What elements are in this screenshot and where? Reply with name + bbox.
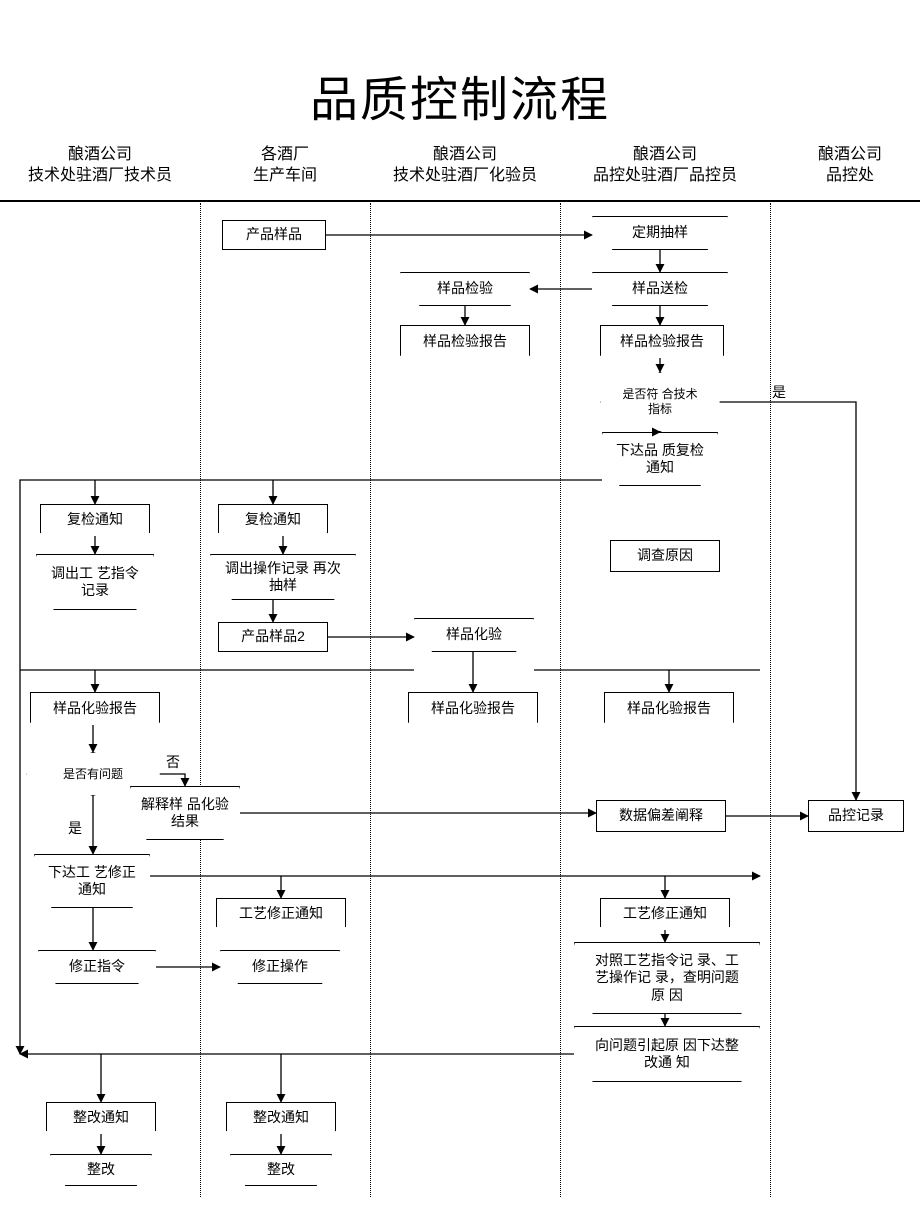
node-n_dec1: 是否符 合技术 指标 <box>600 372 720 432</box>
swimlane-header: 酿酒公司 技术处驻酒厂技术员各酒厂 生产车间酿酒公司 技术处驻酒厂化验员酿酒公司… <box>0 145 920 200</box>
lane-label-lane3: 酿酒公司 技术处驻酒厂化验员 <box>375 145 555 187</box>
node-n_trep1: 样品化验报告 <box>30 692 160 728</box>
node-n_sample2: 产品样品2 <box>218 622 328 652</box>
node-n_fixcmd: 修正指令 <box>38 950 156 984</box>
node-n_explain: 解释样 品化验 结果 <box>130 786 240 840</box>
lane-divider <box>370 203 371 1197</box>
lane-label-lane4: 酿酒公司 品控处驻酒厂品控员 <box>565 145 765 187</box>
lane-label-lane1: 酿酒公司 技术处驻酒厂技术员 <box>10 145 190 187</box>
node-n_trep3: 样品化验报告 <box>408 692 538 728</box>
node-n_compare: 对照工艺指令记 录、工艺操作记 录，查明问题原 因 <box>574 942 760 1014</box>
node-n_periodic: 定期抽样 <box>592 216 728 250</box>
lane-divider <box>560 203 561 1197</box>
edge-label: 否 <box>166 752 180 772</box>
node-n_sample: 产品样品 <box>222 220 326 250</box>
node-n_issuefix: 下达工 艺修正 通知 <box>34 854 150 908</box>
node-n_rep4: 样品检验报告 <box>600 325 724 361</box>
lane-divider <box>200 203 201 1197</box>
node-n_pullrec: 调出工 艺指令 记录 <box>36 554 154 610</box>
page-title: 品质控制流程 <box>0 60 920 130</box>
node-n_pullop: 调出操作记录 再次抽样 <box>210 554 356 600</box>
lane-label-lane5: 酿酒公司 品控处 <box>790 145 910 187</box>
node-n_deviation: 数据偏差阐释 <box>596 800 726 832</box>
lane-divider <box>770 203 771 1197</box>
node-n_fixnote4: 工艺修正通知 <box>600 898 730 932</box>
node-n_rect1: 整改通知 <box>46 1102 156 1136</box>
node-n_qcrec: 品控记录 <box>808 800 904 832</box>
node-n_fixop: 修正操作 <box>220 950 340 984</box>
node-n_fixnote2: 工艺修正通知 <box>216 898 346 932</box>
node-n_test: 样品化验 <box>414 618 534 652</box>
node-n_rect2: 整改通知 <box>226 1102 336 1136</box>
node-n_inspect: 样品检验 <box>400 272 530 306</box>
lane-label-lane2: 各酒厂 生产车间 <box>215 145 355 187</box>
edge-label: 是 <box>68 818 82 838</box>
header-rule <box>0 200 920 202</box>
node-n_recheck1: 复检通知 <box>40 504 150 538</box>
node-n_rectify2: 整改 <box>230 1154 332 1186</box>
node-n_send: 样品送检 <box>592 272 728 306</box>
node-n_trep4: 样品化验报告 <box>604 692 734 728</box>
edge-label: 是 <box>772 382 786 402</box>
node-n_issuerect: 向问题引起原 因下达整改通 知 <box>574 1026 760 1082</box>
node-n_recheck2: 复检通知 <box>218 504 328 538</box>
node-n_reason: 调查原因 <box>610 540 720 572</box>
node-n_rectify1: 整改 <box>50 1154 152 1186</box>
node-n_rep3: 样品检验报告 <box>400 325 530 361</box>
node-n_issue_recheck: 下达品 质复检 通知 <box>602 432 718 486</box>
